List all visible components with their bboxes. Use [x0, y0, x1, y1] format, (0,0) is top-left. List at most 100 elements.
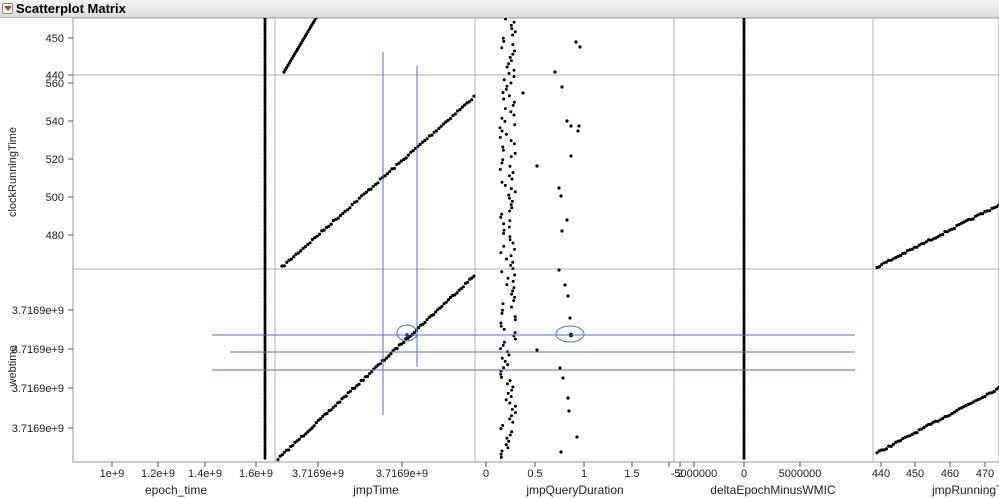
point-jmpQueryDuration	[509, 81, 513, 85]
point-deltaEpoch	[742, 360, 746, 364]
point-epoch_time	[263, 103, 267, 107]
point-jmpTime	[294, 252, 298, 256]
point-jmpTime	[350, 202, 354, 207]
point-jmpRunningTime	[952, 226, 957, 231]
point-deltaEpoch	[742, 339, 746, 343]
point-jmpQueryDuration	[509, 187, 513, 191]
point-jmpTime	[370, 370, 374, 374]
point-jmpTime	[346, 208, 350, 212]
point-jmpTime	[307, 27, 311, 31]
point-epoch_time	[263, 135, 267, 139]
point-jmpQueryDuration	[502, 39, 506, 43]
point-deltaEpoch	[742, 375, 746, 379]
point-deltaEpoch	[742, 199, 746, 203]
point-epoch_time	[263, 243, 267, 247]
point-jmpTime	[409, 150, 413, 154]
point-jmpQueryDuration	[509, 23, 513, 27]
point-deltaEpoch	[742, 379, 746, 383]
point-epoch_time	[263, 214, 267, 218]
point-jmpQueryDuration	[575, 435, 579, 439]
point-jmpQueryDuration	[500, 449, 504, 453]
point-jmpRunningTime	[948, 413, 952, 417]
point-jmpTime	[317, 232, 322, 236]
point-epoch_time	[263, 118, 267, 122]
point-jmpRunningTime	[917, 428, 921, 432]
point-jmpQueryDuration	[501, 145, 505, 149]
column-label-deltaEpochMinusWMIC: deltaEpochMinusWMIC	[710, 483, 836, 497]
y-tick-label: 480	[46, 230, 64, 242]
point-jmpTime	[369, 187, 373, 191]
point-epoch_time	[263, 123, 267, 127]
point-jmpTime	[327, 224, 331, 228]
column-label-epoch_time: epoch_time	[145, 483, 207, 497]
point-jmpQueryDuration	[504, 398, 508, 402]
point-deltaEpoch	[742, 132, 746, 136]
point-deltaEpoch	[742, 18, 746, 21]
column-label-jmpTime: jmpTime	[352, 483, 399, 497]
point-jmpQueryDuration	[513, 318, 517, 322]
point-epoch_time	[263, 264, 267, 268]
point-jmpTime	[289, 257, 293, 261]
point-deltaEpoch	[742, 240, 746, 244]
point-deltaEpoch	[742, 53, 746, 57]
point-jmpQueryDuration	[501, 36, 505, 40]
x-tick-label: 470	[976, 468, 994, 480]
selection-ellipse	[555, 325, 585, 343]
point-epoch_time	[263, 358, 267, 362]
x-tick-label: 1.5	[624, 468, 639, 480]
point-deltaEpoch	[742, 401, 746, 405]
point-epoch_time	[263, 34, 267, 38]
point-deltaEpoch	[742, 447, 746, 451]
point-jmpQueryDuration	[553, 70, 557, 74]
point-epoch_time	[263, 91, 267, 95]
point-epoch_time	[263, 238, 267, 242]
point-jmpQueryDuration	[566, 396, 570, 400]
point-jmpQueryDuration	[501, 423, 505, 427]
point-jmpTime	[455, 291, 459, 295]
point-deltaEpoch	[742, 341, 746, 345]
point-jmpRunningTime	[983, 394, 987, 399]
point-epoch_time	[263, 396, 267, 400]
point-jmpQueryDuration	[521, 91, 525, 95]
point-jmpQueryDuration	[498, 167, 502, 171]
point-jmpRunningTime	[917, 243, 921, 247]
point-deltaEpoch	[742, 94, 746, 98]
point-deltaEpoch	[742, 411, 746, 415]
point-epoch_time	[263, 94, 267, 98]
point-deltaEpoch	[742, 79, 746, 83]
y-tick-label: 500	[46, 192, 64, 204]
point-jmpTime	[291, 443, 295, 447]
point-epoch_time	[263, 406, 267, 410]
point-jmpQueryDuration	[509, 203, 513, 207]
point-jmpTime	[308, 241, 312, 245]
point-jmpTime	[420, 140, 425, 144]
point-jmpRunningTime	[896, 254, 900, 258]
point-deltaEpoch	[742, 67, 746, 71]
point-jmpTime	[402, 157, 406, 162]
point-deltaEpoch	[742, 327, 746, 331]
point-epoch_time	[263, 149, 267, 153]
matrix-cell	[72, 268, 276, 463]
scatterplot-matrix[interactable]: 4504405605405205004803.7169e+93.7169e+93…	[0, 18, 999, 498]
disclosure-toggle-icon[interactable]	[2, 3, 13, 14]
point-deltaEpoch	[742, 147, 746, 151]
point-jmpRunningTime	[927, 238, 931, 242]
point-epoch_time	[263, 413, 267, 417]
point-jmpQueryDuration	[510, 407, 514, 411]
point-deltaEpoch	[742, 418, 746, 422]
point-deltaEpoch	[742, 178, 746, 182]
point-epoch_time	[263, 46, 267, 50]
point-epoch_time	[263, 348, 267, 352]
row-label-webtime: webtime	[7, 346, 19, 388]
point-epoch_time	[263, 286, 267, 290]
point-jmpQueryDuration	[502, 366, 506, 370]
point-epoch_time	[263, 192, 267, 196]
point-jmpQueryDuration	[500, 180, 504, 184]
point-epoch_time	[263, 310, 267, 314]
point-epoch_time	[263, 331, 267, 335]
row-label-clockRunningTime: clockRunningTime	[7, 127, 19, 217]
point-epoch_time	[263, 245, 267, 249]
point-jmpTime	[292, 255, 296, 259]
point-jmpTime	[312, 424, 316, 428]
point-epoch_time	[263, 115, 267, 119]
